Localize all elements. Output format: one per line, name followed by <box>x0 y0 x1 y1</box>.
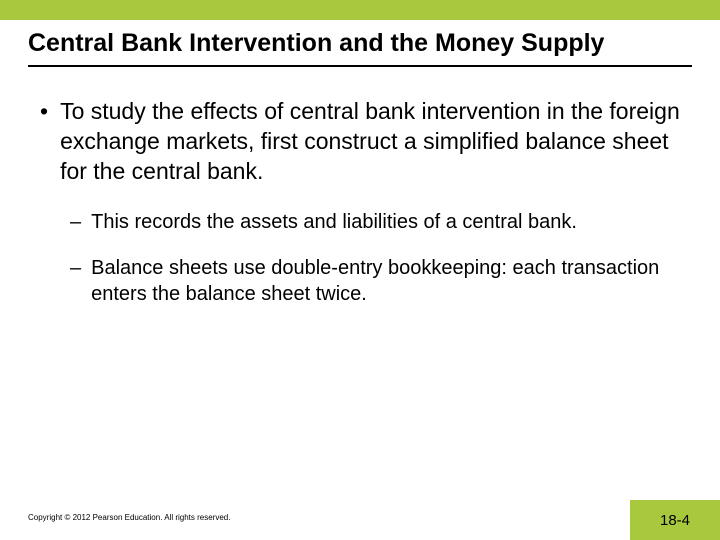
bullet-marker: • <box>40 97 48 187</box>
sub-bullet-text: This records the assets and liabilities … <box>91 209 577 235</box>
sub-bullet-text: Balance sheets use double-entry bookkeep… <box>91 255 680 307</box>
content-area: • To study the effects of central bank i… <box>0 77 720 307</box>
sub-bullet-marker: – <box>70 255 81 307</box>
page-number-corner: 18-4 <box>630 500 720 540</box>
bullet-text: To study the effects of central bank int… <box>60 97 680 187</box>
sub-bullet-marker: – <box>70 209 81 235</box>
copyright-text: Copyright © 2012 Pearson Education. All … <box>28 513 230 522</box>
sub-bullet: – Balance sheets use double-entry bookke… <box>70 255 680 307</box>
title-area: Central Bank Intervention and the Money … <box>0 20 720 77</box>
main-bullet: • To study the effects of central bank i… <box>40 97 680 187</box>
slide-title: Central Bank Intervention and the Money … <box>28 28 692 59</box>
title-underline <box>28 65 692 67</box>
sub-bullet: – This records the assets and liabilitie… <box>70 209 680 235</box>
page-number: 18-4 <box>660 512 690 529</box>
sub-bullet-list: – This records the assets and liabilitie… <box>40 209 680 307</box>
accent-top-bar <box>0 0 720 20</box>
